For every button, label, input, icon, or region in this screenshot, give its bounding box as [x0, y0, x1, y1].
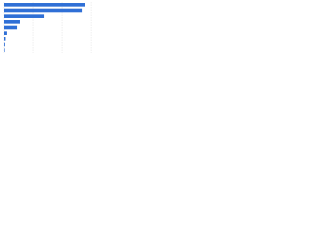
bar — [4, 20, 20, 24]
chart — [3, 2, 92, 53]
bar — [4, 42, 5, 47]
bar — [4, 3, 85, 7]
page: {"chart_data": {"type": "bar", "orientat… — [0, 0, 100, 71]
bar — [4, 8, 83, 13]
bar — [4, 37, 6, 41]
bar — [4, 31, 7, 35]
bar — [4, 14, 45, 18]
bar — [4, 25, 18, 30]
bar — [4, 48, 5, 52]
